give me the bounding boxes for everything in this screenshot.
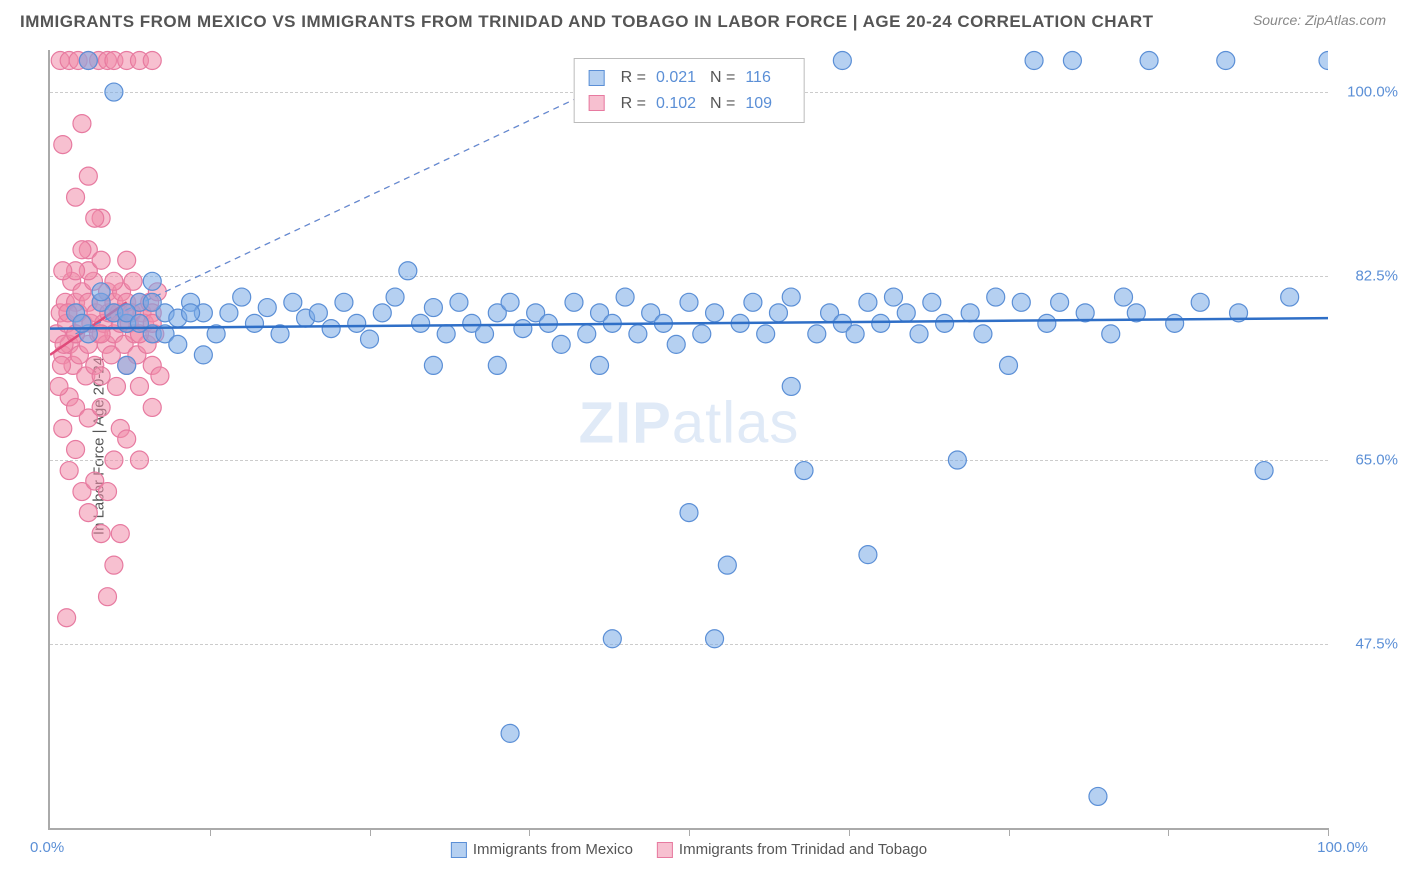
scatter-plot: ZIPatlas R =0.021 N =116 R =0.102 N =109… <box>48 50 1328 830</box>
x-tick <box>1168 828 1169 836</box>
x-tick <box>1328 828 1329 836</box>
x-tick <box>689 828 690 836</box>
y-tick-label: 82.5% <box>1338 268 1398 285</box>
stats-row-trinidad: R =0.102 N =109 <box>589 91 790 117</box>
y-tick-label: 100.0% <box>1338 84 1398 101</box>
swatch-trinidad-icon <box>589 95 605 111</box>
plot-svg <box>50 50 1328 828</box>
x-axis-origin-label: 0.0% <box>30 839 64 856</box>
y-tick-label: 47.5% <box>1338 636 1398 653</box>
legend-item-trinidad: Immigrants from Trinidad and Tobago <box>657 841 927 858</box>
x-tick <box>529 828 530 836</box>
stats-row-mexico: R =0.021 N =116 <box>589 65 790 91</box>
x-tick <box>849 828 850 836</box>
swatch-mexico-icon <box>589 70 605 86</box>
legend-item-mexico: Immigrants from Mexico <box>451 841 633 858</box>
x-axis-max-label: 100.0% <box>1317 839 1368 856</box>
swatch-trinidad-icon <box>657 842 673 858</box>
x-tick <box>210 828 211 836</box>
x-tick <box>370 828 371 836</box>
source-credit: Source: ZipAtlas.com <box>1253 12 1386 28</box>
series-legend: Immigrants from Mexico Immigrants from T… <box>451 841 927 858</box>
chart-title: IMMIGRANTS FROM MEXICO VS IMMIGRANTS FRO… <box>20 12 1153 32</box>
swatch-mexico-icon <box>451 842 467 858</box>
y-tick-label: 65.0% <box>1338 452 1398 469</box>
x-tick <box>1009 828 1010 836</box>
stats-legend: R =0.021 N =116 R =0.102 N =109 <box>574 58 805 123</box>
